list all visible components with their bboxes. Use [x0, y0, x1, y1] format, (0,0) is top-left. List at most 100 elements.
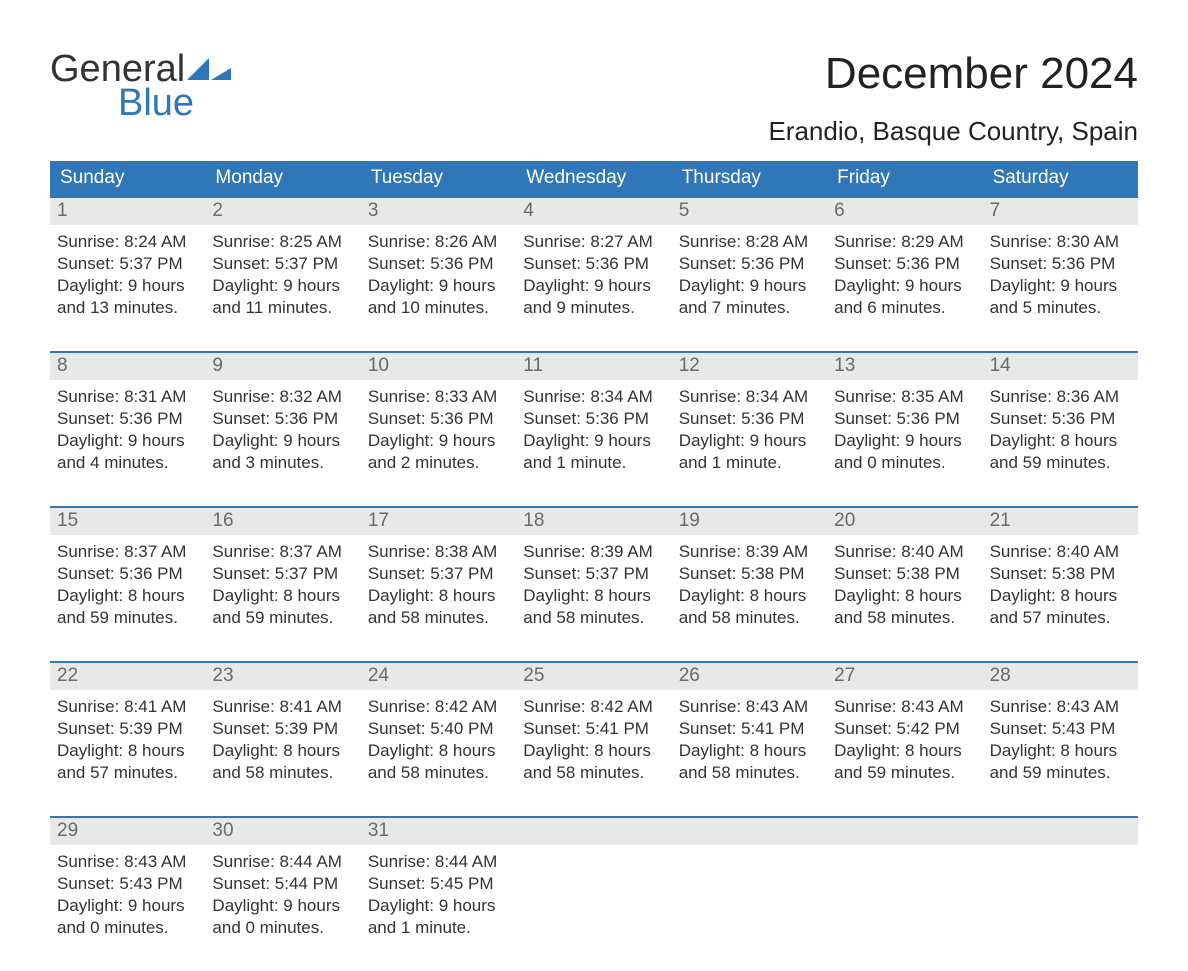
day-body: Sunrise: 8:43 AMSunset: 5:43 PMDaylight:…	[50, 845, 205, 971]
daylight-line2: and 59 minutes.	[57, 607, 199, 629]
day-number: 23	[205, 663, 360, 690]
daylight-line1: Daylight: 8 hours	[523, 740, 665, 762]
day-number: 5	[672, 198, 827, 225]
sunrise-line: Sunrise: 8:42 AM	[523, 696, 665, 718]
daylight-line2: and 1 minute.	[368, 917, 510, 939]
sunrise-line: Sunrise: 8:38 AM	[368, 541, 510, 563]
sunrise-line: Sunrise: 8:41 AM	[57, 696, 199, 718]
day-number: 1	[50, 198, 205, 225]
calendar-cell: 13Sunrise: 8:35 AMSunset: 5:36 PMDayligh…	[827, 351, 982, 506]
calendar-cell: 6Sunrise: 8:29 AMSunset: 5:36 PMDaylight…	[827, 196, 982, 351]
daylight-line2: and 58 minutes.	[523, 607, 665, 629]
daylight-line1: Daylight: 9 hours	[368, 275, 510, 297]
day-number: 17	[361, 508, 516, 535]
sunrise-line: Sunrise: 8:41 AM	[212, 696, 354, 718]
day-body: Sunrise: 8:39 AMSunset: 5:38 PMDaylight:…	[672, 535, 827, 661]
day-number: 8	[50, 353, 205, 380]
daylight-line2: and 59 minutes.	[990, 452, 1132, 474]
calendar-cell: 15Sunrise: 8:37 AMSunset: 5:36 PMDayligh…	[50, 506, 205, 661]
calendar-cell: 10Sunrise: 8:33 AMSunset: 5:36 PMDayligh…	[361, 351, 516, 506]
daylight-line1: Daylight: 8 hours	[834, 740, 976, 762]
logo-text-blue: Blue	[118, 82, 231, 125]
sunset-line: Sunset: 5:36 PM	[834, 253, 976, 275]
daylight-line2: and 58 minutes.	[523, 762, 665, 784]
day-body	[516, 845, 671, 971]
sunset-line: Sunset: 5:37 PM	[368, 563, 510, 585]
day-number: 24	[361, 663, 516, 690]
daylight-line2: and 10 minutes.	[368, 297, 510, 319]
daylight-line1: Daylight: 9 hours	[368, 895, 510, 917]
day-body: Sunrise: 8:31 AMSunset: 5:36 PMDaylight:…	[50, 380, 205, 506]
daylight-line2: and 2 minutes.	[368, 452, 510, 474]
sunrise-line: Sunrise: 8:32 AM	[212, 386, 354, 408]
daylight-line1: Daylight: 8 hours	[990, 740, 1132, 762]
calendar-cell: 28Sunrise: 8:43 AMSunset: 5:43 PMDayligh…	[983, 661, 1138, 816]
daylight-line1: Daylight: 9 hours	[679, 275, 821, 297]
sunrise-line: Sunrise: 8:39 AM	[523, 541, 665, 563]
daylight-line2: and 58 minutes.	[679, 607, 821, 629]
daylight-line1: Daylight: 9 hours	[523, 430, 665, 452]
daylight-line2: and 0 minutes.	[57, 917, 199, 939]
sunrise-line: Sunrise: 8:36 AM	[990, 386, 1132, 408]
day-number: 6	[827, 198, 982, 225]
day-number: 14	[983, 353, 1138, 380]
day-number: 25	[516, 663, 671, 690]
day-number	[672, 818, 827, 845]
calendar-cell	[516, 816, 671, 971]
calendar-cell: 22Sunrise: 8:41 AMSunset: 5:39 PMDayligh…	[50, 661, 205, 816]
sunset-line: Sunset: 5:36 PM	[57, 563, 199, 585]
calendar-cell	[827, 816, 982, 971]
day-number: 30	[205, 818, 360, 845]
daylight-line1: Daylight: 9 hours	[57, 275, 199, 297]
day-body: Sunrise: 8:24 AMSunset: 5:37 PMDaylight:…	[50, 225, 205, 351]
day-body: Sunrise: 8:44 AMSunset: 5:44 PMDaylight:…	[205, 845, 360, 971]
day-number: 22	[50, 663, 205, 690]
sunset-line: Sunset: 5:36 PM	[368, 253, 510, 275]
day-body: Sunrise: 8:27 AMSunset: 5:36 PMDaylight:…	[516, 225, 671, 351]
sunrise-line: Sunrise: 8:44 AM	[212, 851, 354, 873]
daylight-line1: Daylight: 9 hours	[834, 430, 976, 452]
daylight-line1: Daylight: 8 hours	[679, 585, 821, 607]
day-body: Sunrise: 8:42 AMSunset: 5:41 PMDaylight:…	[516, 690, 671, 816]
calendar-cell: 12Sunrise: 8:34 AMSunset: 5:36 PMDayligh…	[672, 351, 827, 506]
daylight-line1: Daylight: 9 hours	[523, 275, 665, 297]
sunrise-line: Sunrise: 8:39 AM	[679, 541, 821, 563]
daylight-line1: Daylight: 9 hours	[57, 430, 199, 452]
sunrise-line: Sunrise: 8:27 AM	[523, 231, 665, 253]
daylight-line1: Daylight: 9 hours	[212, 430, 354, 452]
day-body	[827, 845, 982, 971]
sunset-line: Sunset: 5:36 PM	[523, 253, 665, 275]
day-body	[672, 845, 827, 971]
day-number	[516, 818, 671, 845]
day-body: Sunrise: 8:43 AMSunset: 5:41 PMDaylight:…	[672, 690, 827, 816]
sunrise-line: Sunrise: 8:40 AM	[834, 541, 976, 563]
sunset-line: Sunset: 5:36 PM	[990, 253, 1132, 275]
day-body: Sunrise: 8:30 AMSunset: 5:36 PMDaylight:…	[983, 225, 1138, 351]
daylight-line1: Daylight: 8 hours	[679, 740, 821, 762]
dayname-header: Thursday	[672, 161, 827, 196]
daylight-line2: and 6 minutes.	[834, 297, 976, 319]
sunset-line: Sunset: 5:37 PM	[57, 253, 199, 275]
location-line: Erandio, Basque Country, Spain	[768, 116, 1138, 147]
calendar-cell: 8Sunrise: 8:31 AMSunset: 5:36 PMDaylight…	[50, 351, 205, 506]
sunrise-line: Sunrise: 8:31 AM	[57, 386, 199, 408]
day-body: Sunrise: 8:41 AMSunset: 5:39 PMDaylight:…	[205, 690, 360, 816]
sunset-line: Sunset: 5:45 PM	[368, 873, 510, 895]
sunset-line: Sunset: 5:39 PM	[57, 718, 199, 740]
daylight-line1: Daylight: 8 hours	[212, 740, 354, 762]
sunrise-line: Sunrise: 8:26 AM	[368, 231, 510, 253]
daylight-line1: Daylight: 9 hours	[990, 275, 1132, 297]
sunset-line: Sunset: 5:39 PM	[212, 718, 354, 740]
calendar-cell	[672, 816, 827, 971]
day-body: Sunrise: 8:42 AMSunset: 5:40 PMDaylight:…	[361, 690, 516, 816]
sunrise-line: Sunrise: 8:33 AM	[368, 386, 510, 408]
sunset-line: Sunset: 5:38 PM	[679, 563, 821, 585]
sunrise-line: Sunrise: 8:29 AM	[834, 231, 976, 253]
sunrise-line: Sunrise: 8:37 AM	[57, 541, 199, 563]
sunset-line: Sunset: 5:37 PM	[212, 563, 354, 585]
title-block: December 2024 Erandio, Basque Country, S…	[768, 50, 1138, 147]
sunset-line: Sunset: 5:44 PM	[212, 873, 354, 895]
calendar-cell: 19Sunrise: 8:39 AMSunset: 5:38 PMDayligh…	[672, 506, 827, 661]
daylight-line1: Daylight: 8 hours	[212, 585, 354, 607]
day-number: 7	[983, 198, 1138, 225]
